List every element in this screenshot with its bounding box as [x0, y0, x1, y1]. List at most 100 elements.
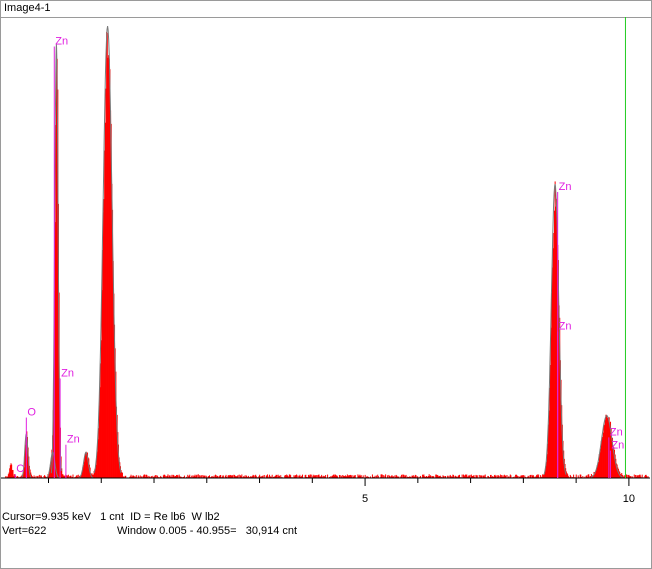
spectrum-bar [318, 474, 320, 478]
spectrum-bar [562, 440, 564, 478]
spectrum-bar [348, 475, 350, 478]
spectrum-bars [5, 26, 649, 479]
spectrum-bar [491, 476, 493, 478]
spectrum-bar [592, 475, 594, 478]
spectrum-bar [537, 475, 539, 478]
spectrum-bar [124, 475, 126, 478]
spectrum-bar [510, 475, 512, 478]
spectrum-bar [254, 475, 256, 478]
spectrum-bar [567, 474, 569, 478]
spectrum-bar [429, 475, 431, 478]
spectrum-bar [566, 472, 568, 478]
spectrum-bar [494, 474, 496, 478]
spectrum-bar [97, 439, 99, 478]
spectrum-bar [331, 475, 333, 478]
spectrum-bar [410, 476, 412, 478]
spectrum-bar [404, 476, 406, 478]
spectrum-bar [384, 475, 386, 478]
spectrum-bar [346, 474, 348, 478]
spectrum-bar [70, 475, 72, 478]
spectrum-bar [340, 476, 342, 478]
spectrum-bar [343, 476, 345, 478]
spectrum-bar [54, 222, 56, 478]
spectrum-bar [350, 474, 352, 478]
spectrum-bar [251, 476, 253, 478]
spectrum-bar [158, 476, 160, 478]
spectrum-bar [348, 475, 350, 478]
spectrum-bar [317, 474, 319, 478]
spectrum-bar [69, 476, 71, 478]
spectrum-bar [135, 476, 137, 478]
spectrum-bar [85, 453, 87, 478]
spectrum-bar [146, 474, 148, 478]
window-readout: Window 0.005 - 40.955= 30,914 cnt [117, 525, 298, 537]
spectrum-bar [229, 474, 231, 478]
spectrum-bar [144, 474, 146, 478]
spectrum-bar [569, 474, 571, 478]
spectrum-bar [197, 474, 199, 478]
spectrum-bar [396, 475, 398, 478]
spectrum-bar [263, 474, 265, 478]
spectrum-bar [467, 476, 469, 478]
spectrum-bar [120, 470, 122, 478]
spectrum-bar [452, 474, 454, 478]
spectrum-bar [358, 475, 360, 478]
spectrum-bar [267, 474, 269, 478]
spectrum-bar [435, 474, 437, 478]
spectrum-bar [561, 424, 563, 478]
spectrum-bar [600, 448, 602, 478]
spectrum-bar [92, 475, 94, 478]
spectrum-bar [458, 475, 460, 478]
spectrum-bar [149, 476, 150, 478]
spectrum-bar [76, 475, 78, 478]
spectrum-bar [163, 474, 165, 478]
spectrum-bar [277, 474, 279, 478]
spectrum-bar [342, 475, 344, 478]
spectrum-bar [31, 475, 33, 478]
spectrum-bar [456, 476, 458, 478]
spectrum-bar [335, 475, 337, 478]
spectrum-bar [598, 453, 600, 478]
spectrum-bar [464, 476, 466, 478]
spectrum-bar [515, 474, 517, 478]
spectrum-bar [555, 206, 557, 479]
spectrum-bar [312, 476, 314, 478]
spectrum-bar [131, 476, 133, 478]
spectrum-bar [403, 474, 405, 478]
spectrum-bar [493, 475, 495, 478]
spectrum-bar [220, 475, 222, 478]
spectrum-bar [216, 475, 218, 478]
spectrum-bar [601, 437, 603, 478]
spectrum-bar [330, 476, 332, 478]
spectrum-bar [493, 476, 495, 478]
spectrum-bar [104, 122, 106, 478]
spectrum-bar [519, 476, 521, 478]
spectrum-bar [392, 476, 394, 478]
spectrum-bar [94, 469, 96, 478]
spectrum-bar [500, 476, 502, 478]
spectrum-bar [604, 419, 606, 478]
spectrum-bar [553, 232, 555, 478]
spectrum-bar [259, 474, 261, 478]
spectrum-bar [156, 475, 158, 478]
spectrum-bar [286, 475, 288, 478]
spectrum-bar [345, 476, 347, 478]
spectrum-bar [185, 476, 187, 478]
spectrum-bar [547, 443, 549, 478]
spectrum-bar [156, 475, 158, 478]
spectrum-bar [411, 475, 413, 478]
spectrum-bar [559, 317, 561, 478]
spectrum-bar [93, 471, 95, 478]
spectrum-bar [193, 476, 195, 478]
spectrum-bar [45, 476, 47, 478]
spectrum-bar [596, 465, 598, 478]
spectrum-bar [617, 467, 619, 478]
spectrum-bar [267, 476, 269, 478]
spectrum-bar [441, 476, 443, 478]
spectrum-bar [16, 476, 18, 478]
spectrum-bar [389, 476, 391, 478]
spectrum-bar [622, 475, 624, 478]
spectrum-bar [551, 293, 553, 478]
spectrum-bar [503, 474, 505, 478]
